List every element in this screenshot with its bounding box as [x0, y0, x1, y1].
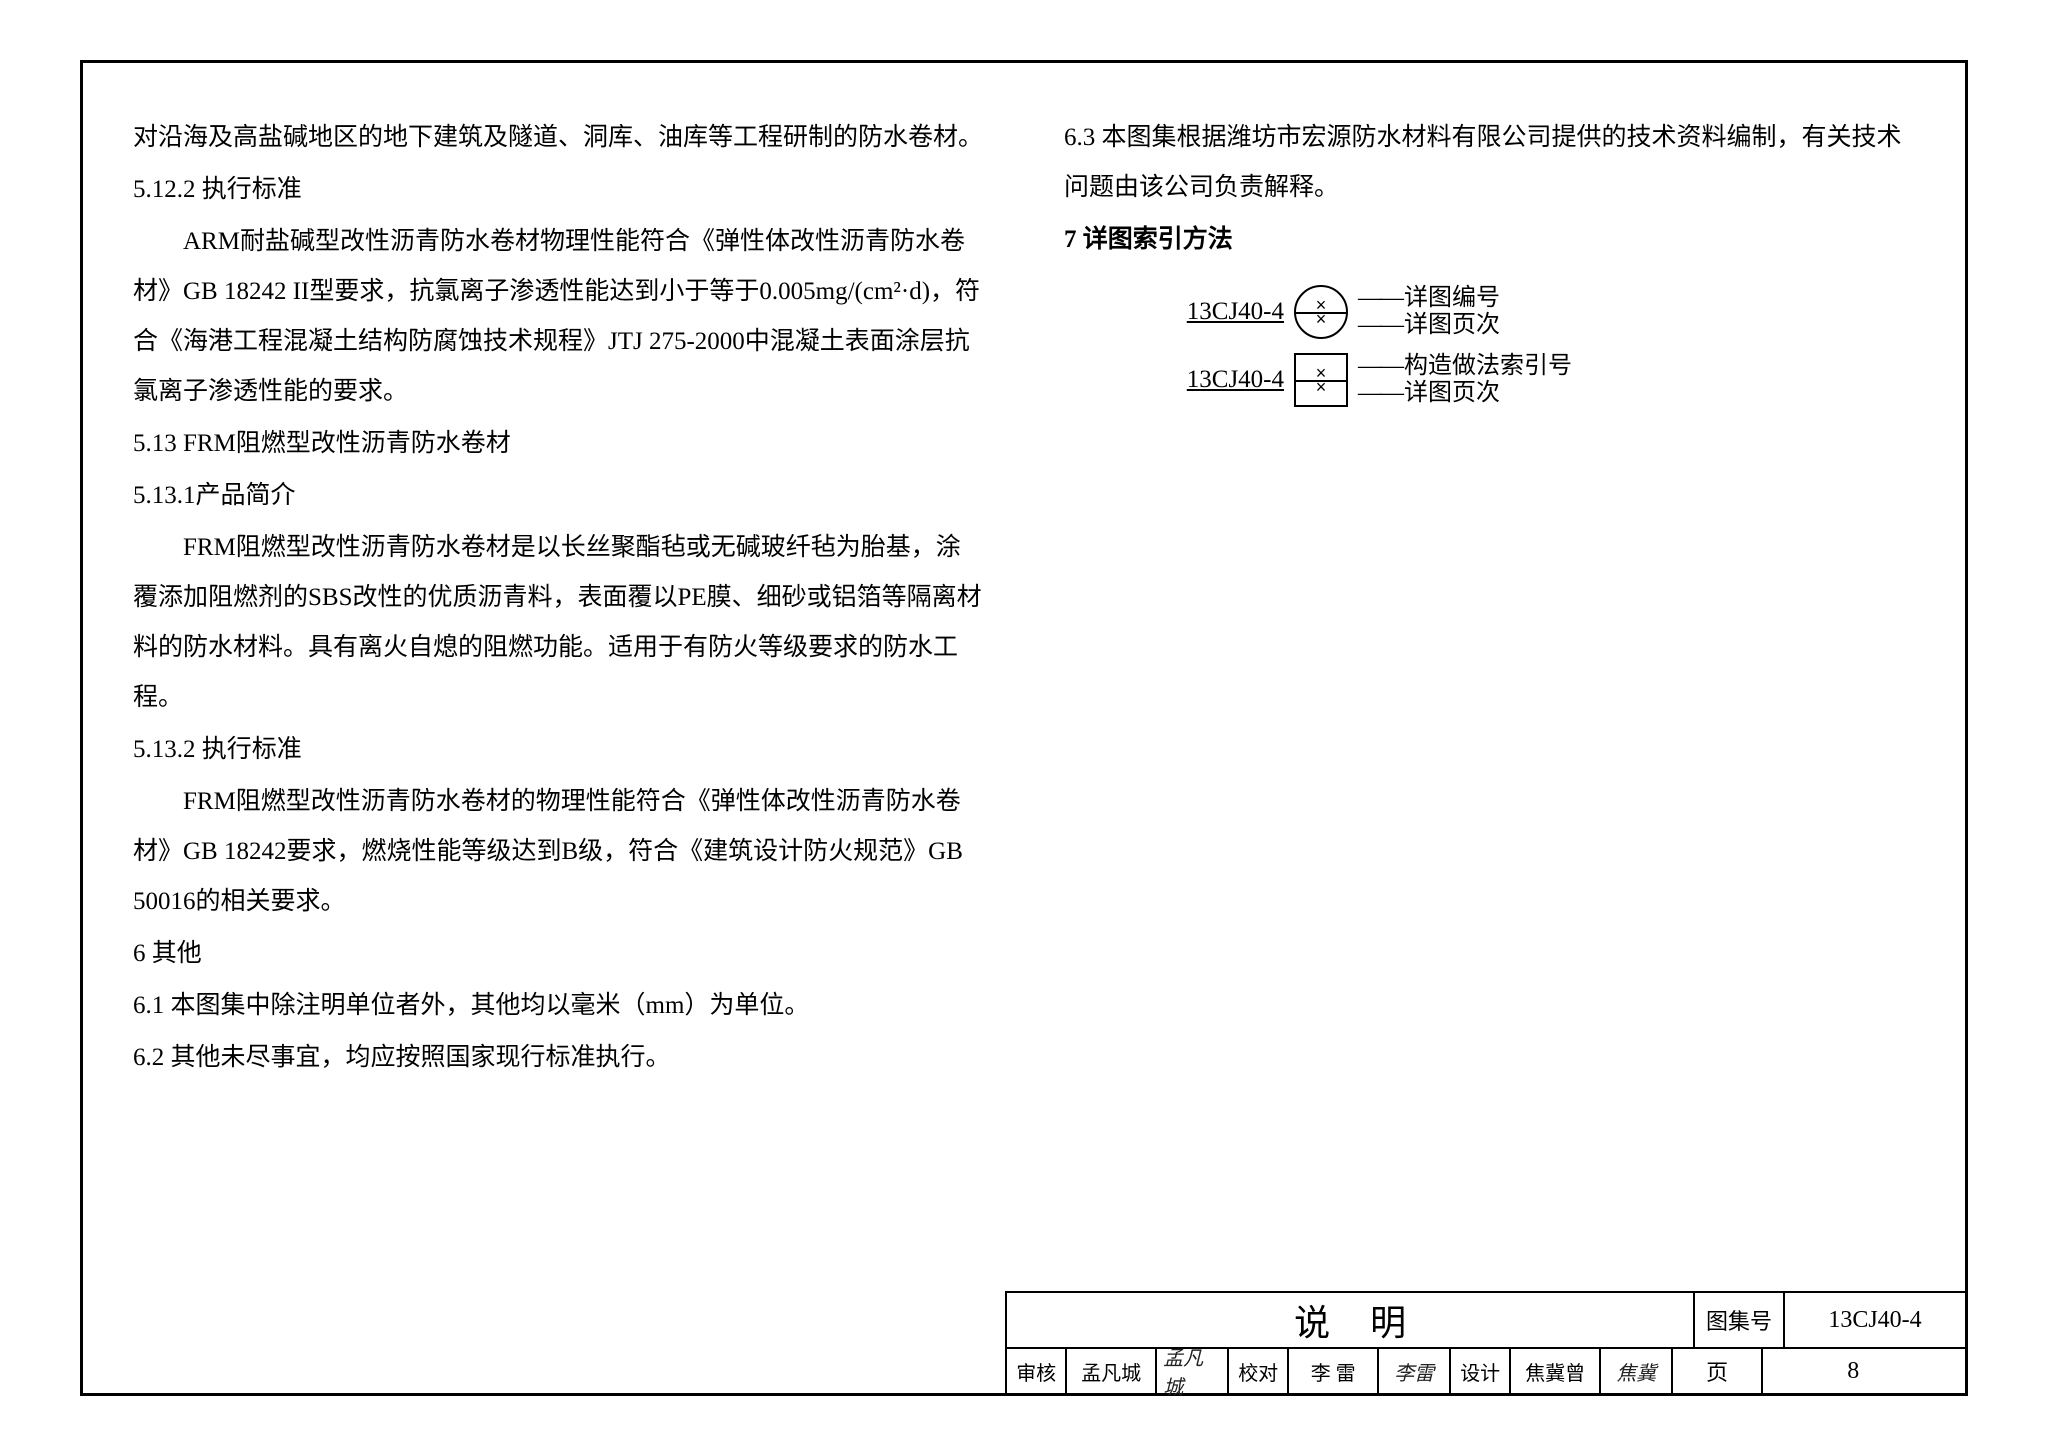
title-block: 说明 图集号 13CJ40-4 审核 孟凡城 孟凡城 校对 李 雷 李雷 设计 …	[1005, 1291, 1965, 1393]
section-heading: 5.13.1产品简介	[133, 471, 984, 521]
review-name: 孟凡城	[1067, 1349, 1157, 1393]
document-title: 说明	[1007, 1293, 1695, 1347]
right-column: 6.3 本图集根据潍坊市宏源防水材料有限公司提供的技术资料编制，有关技术问题由该…	[1024, 113, 1915, 1263]
circle-symbol-icon: × ×	[1294, 285, 1348, 339]
body-text: ARM耐盐碱型改性沥青防水卷材物理性能符合《弹性体改性沥青防水卷材》GB 182…	[133, 217, 984, 417]
left-column: 对沿海及高盐碱地区的地下建筑及隧道、洞库、油库等工程研制的防水卷材。 5.12.…	[133, 113, 1024, 1263]
review-label: 审核	[1007, 1349, 1067, 1393]
page-number: 8	[1763, 1349, 1943, 1393]
x-mark-icon: ×	[1316, 301, 1327, 337]
atlas-number-value: 13CJ40-4	[1785, 1293, 1965, 1347]
review-signature: 孟凡城	[1157, 1349, 1229, 1393]
annotation-text: 详图页次	[1358, 312, 1500, 339]
body-text: FRM阻燃型改性沥青防水卷材的物理性能符合《弹性体改性沥青防水卷材》GB 182…	[133, 777, 984, 927]
page-label: 页	[1673, 1349, 1763, 1393]
annotation-text: 详图页次	[1358, 380, 1572, 407]
body-text: FRM阻燃型改性沥青防水卷材是以长丝聚酯毡或无碱玻纤毡为胎基，涂覆添加阻燃剂的S…	[133, 523, 984, 723]
check-signature: 李雷	[1379, 1349, 1451, 1393]
diagram-row-circle: 13CJ40-4 × × 详图编号 详图页次	[1144, 285, 1915, 339]
design-name: 焦冀曾	[1511, 1349, 1601, 1393]
annotation-text: 构造做法索引号	[1358, 353, 1572, 380]
diagram-annotations: 详图编号 详图页次	[1358, 285, 1500, 339]
diagram-annotations: 构造做法索引号 详图页次	[1358, 353, 1572, 407]
page-frame: 对沿海及高盐碱地区的地下建筑及隧道、洞库、油库等工程研制的防水卷材。 5.12.…	[80, 60, 1968, 1396]
body-text: 6.3 本图集根据潍坊市宏源防水材料有限公司提供的技术资料编制，有关技术问题由该…	[1064, 113, 1915, 213]
atlas-number-label: 图集号	[1695, 1293, 1785, 1347]
body-text: 6.2 其他未尽事宜，均应按照国家现行标准执行。	[133, 1033, 984, 1083]
section-heading: 5.13.2 执行标准	[133, 725, 984, 775]
annotation-text: 详图编号	[1358, 285, 1500, 312]
body-text: 对沿海及高盐碱地区的地下建筑及隧道、洞库、油库等工程研制的防水卷材。	[133, 113, 984, 163]
section-heading: 5.12.2 执行标准	[133, 165, 984, 215]
design-signature: 焦冀	[1601, 1349, 1673, 1393]
content-area: 对沿海及高盐碱地区的地下建筑及隧道、洞库、油库等工程研制的防水卷材。 5.12.…	[83, 63, 1965, 1283]
index-diagram: 13CJ40-4 × × 详图编号 详图页次 13CJ40-4	[1144, 285, 1915, 407]
section-heading: 7 详图索引方法	[1064, 215, 1915, 265]
diagram-code: 13CJ40-4	[1144, 355, 1284, 405]
title-block-row-1: 说明 图集号 13CJ40-4	[1007, 1293, 1965, 1349]
diagram-code: 13CJ40-4	[1144, 287, 1284, 337]
diagram-row-square: 13CJ40-4 × × 构造做法索引号 详图页次	[1144, 353, 1915, 407]
design-label: 设计	[1451, 1349, 1511, 1393]
square-symbol-icon: × ×	[1294, 353, 1348, 407]
section-heading: 6 其他	[133, 929, 984, 979]
check-label: 校对	[1229, 1349, 1289, 1393]
x-mark-icon: ×	[1316, 369, 1327, 405]
body-text: 6.1 本图集中除注明单位者外，其他均以毫米（mm）为单位。	[133, 981, 984, 1031]
title-block-row-2: 审核 孟凡城 孟凡城 校对 李 雷 李雷 设计 焦冀曾 焦冀 页 8	[1007, 1349, 1965, 1393]
section-heading: 5.13 FRM阻燃型改性沥青防水卷材	[133, 419, 984, 469]
check-name: 李 雷	[1289, 1349, 1379, 1393]
